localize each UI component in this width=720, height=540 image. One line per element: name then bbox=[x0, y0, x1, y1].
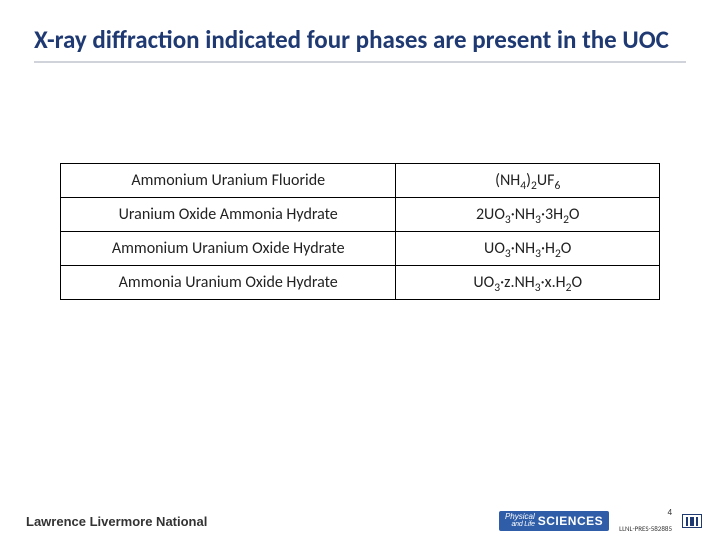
phases-table: Ammonium Uranium Fluoride (NH4)2UF6 Uran… bbox=[60, 163, 660, 300]
phases-table-body: Ammonium Uranium Fluoride (NH4)2UF6 Uran… bbox=[61, 164, 660, 300]
phase-formula-cell: UO3·z.NH3·x.H2O bbox=[396, 266, 660, 300]
phase-formula-cell: 2UO3·NH3·3H2O bbox=[396, 198, 660, 232]
table-row: Ammonium Uranium Fluoride (NH4)2UF6 bbox=[61, 164, 660, 198]
content-area: Ammonium Uranium Fluoride (NH4)2UF6 Uran… bbox=[0, 63, 720, 300]
phase-name-cell: Uranium Oxide Ammonia Hydrate bbox=[61, 198, 396, 232]
pls-badge: Physical and Life SCIENCES bbox=[499, 511, 609, 531]
doc-number: LLNL-PRES-582885 bbox=[619, 524, 672, 533]
phase-name-cell: Ammonium Uranium Fluoride bbox=[61, 164, 396, 198]
page-title: X-ray diffraction indicated four phases … bbox=[34, 24, 686, 55]
phase-formula-cell: UO3·NH3·H2O bbox=[396, 232, 660, 266]
table-row: Uranium Oxide Ammonia Hydrate 2UO3·NH3·3… bbox=[61, 198, 660, 232]
page-number: 4 bbox=[619, 508, 672, 517]
title-area: X-ray diffraction indicated four phases … bbox=[0, 0, 720, 63]
table-row: Ammonium Uranium Oxide Hydrate UO3·NH3·H… bbox=[61, 232, 660, 266]
pls-badge-line2: and Life bbox=[505, 521, 535, 529]
doc-block: 4 LLNL-PRES-582885 bbox=[619, 508, 672, 535]
pls-badge-left: Physical and Life bbox=[505, 513, 535, 529]
footer: Lawrence Livermore National Physical and… bbox=[0, 508, 720, 534]
phase-name-cell: Ammonium Uranium Oxide Hydrate bbox=[61, 232, 396, 266]
phase-formula-cell: (NH4)2UF6 bbox=[396, 164, 660, 198]
llnl-logo-icon bbox=[682, 514, 702, 528]
footer-right: Physical and Life SCIENCES 4 LLNL-PRES-5… bbox=[499, 508, 702, 535]
phase-name-cell: Ammonia Uranium Oxide Hydrate bbox=[61, 266, 396, 300]
pls-badge-word: SCIENCES bbox=[538, 514, 603, 528]
table-row: Ammonia Uranium Oxide Hydrate UO3·z.NH3·… bbox=[61, 266, 660, 300]
lab-name: Lawrence Livermore National bbox=[26, 514, 207, 529]
pls-badge-line1: Physical bbox=[505, 513, 535, 521]
